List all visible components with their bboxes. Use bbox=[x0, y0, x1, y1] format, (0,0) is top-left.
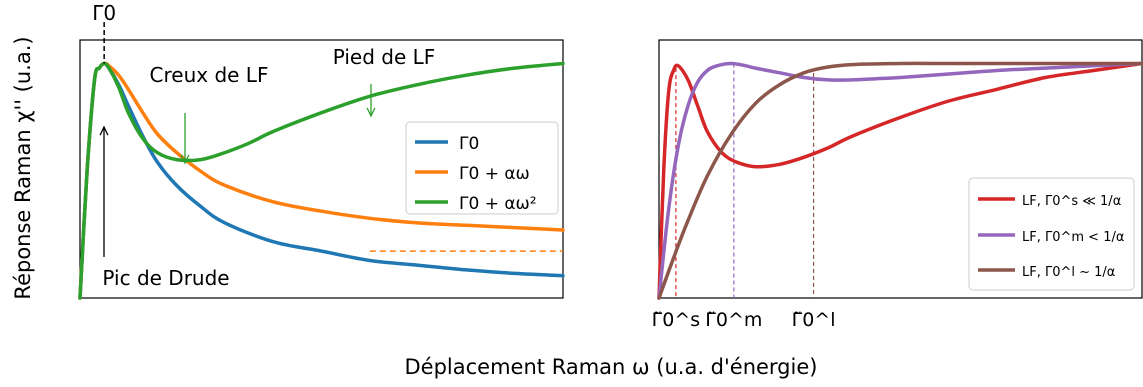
legend-label-lf-m: LF, Γ0^m < 1/α bbox=[1022, 230, 1124, 245]
marker-label-0: Γ̃0^s bbox=[652, 309, 701, 331]
right-series-lines bbox=[657, 61, 1143, 300]
right-marker-labels: Γ̃0^s Γ̃0^m Γ̃0^l bbox=[652, 309, 836, 331]
pied-de-lf-label: Pied de LF bbox=[333, 45, 436, 69]
right-marker-lines bbox=[675, 63, 815, 298]
pic-de-drude-label: Pic de Drude bbox=[102, 266, 229, 290]
left-chart-panel: Γ0 Creux de LF Pied de LF Pic de Drude Γ0 Γ… bbox=[78, 1, 565, 300]
marker-label-2: Γ̃0^l bbox=[792, 309, 836, 331]
left-series-lines bbox=[78, 61, 565, 300]
right-legend: LF, Γ0^s ≪ 1/α LF, Γ0^m < 1/α LF, Γ0^l ~… bbox=[968, 177, 1135, 291]
marker-label-1: Γ̃0^m bbox=[705, 309, 762, 331]
legend-label-gamma0-alpha-omega: Γ0 + αω bbox=[459, 164, 530, 184]
right-plot-frame bbox=[658, 39, 1143, 299]
series-line-lf-0-m-1 bbox=[657, 61, 1143, 300]
creux-arrow bbox=[180, 113, 190, 165]
x-axis-label: Déplacement Raman ω (u.a. d'énergie) bbox=[405, 355, 818, 379]
left-plot-frame bbox=[79, 39, 564, 299]
legend-label-lf-l: LF, Γ0^l ~ 1/α bbox=[1022, 265, 1115, 280]
legend-label-gamma0: Γ0 bbox=[459, 134, 479, 154]
legend-label-lf-s: LF, Γ0^s ≪ 1/α bbox=[1022, 194, 1121, 209]
left-legend: Γ0 Γ0 + αω Γ0 + αω² bbox=[405, 121, 559, 215]
gamma0-annotation: Γ0 bbox=[92, 1, 116, 25]
pic-arrow bbox=[99, 125, 109, 257]
left-annotations: Γ0 Creux de LF Pied de LF Pic de Drude bbox=[92, 1, 563, 290]
series-line-0 bbox=[78, 61, 565, 300]
legend-label-gamma0-alpha-omega2: Γ0 + αω² bbox=[459, 194, 537, 214]
creux-de-lf-label: Creux de LF bbox=[150, 63, 269, 87]
series-line-lf-0-l-1 bbox=[657, 61, 1143, 300]
right-chart-panel: Γ̃0^s Γ̃0^m Γ̃0^l LF, Γ0^s ≪ 1/α LF, Γ0^m … bbox=[652, 39, 1143, 331]
series-line-lf-0-s-1 bbox=[657, 61, 1143, 300]
y-axis-label: Réponse Raman χ'' (u.a.) bbox=[11, 36, 35, 299]
pied-arrow bbox=[366, 84, 376, 118]
